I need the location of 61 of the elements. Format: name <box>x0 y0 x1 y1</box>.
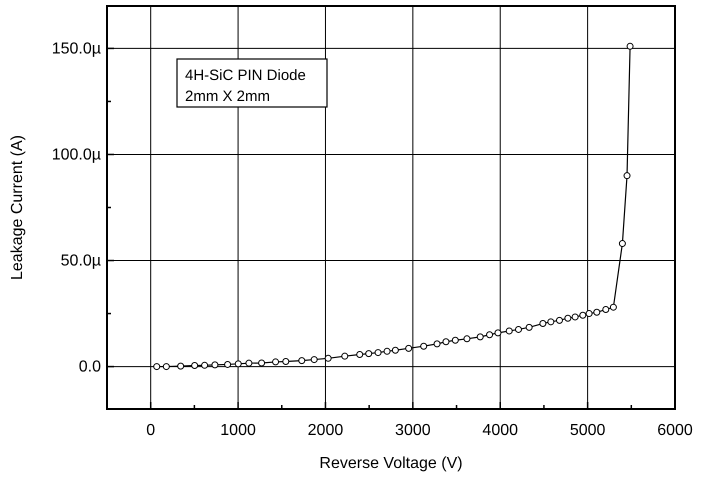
x-tick-label: 5000 <box>570 422 606 439</box>
point <box>191 362 198 370</box>
y-tick-label: 100.0µ <box>52 146 101 164</box>
point <box>245 360 252 367</box>
point <box>324 354 332 362</box>
point <box>384 348 391 355</box>
point <box>547 318 554 326</box>
point <box>586 310 593 318</box>
point <box>365 350 372 358</box>
annotation: 2mm X 2mm <box>185 88 270 105</box>
point <box>564 314 572 322</box>
x-tick-label: 3000 <box>395 422 431 439</box>
point <box>310 356 318 364</box>
point <box>593 308 600 316</box>
point <box>624 172 631 180</box>
y-tick-label: 50.0µ <box>60 252 101 270</box>
point <box>539 320 546 328</box>
point <box>602 306 610 314</box>
point <box>405 344 412 352</box>
point <box>162 363 170 370</box>
x-tick-label: 0 <box>146 422 156 439</box>
point <box>420 342 428 350</box>
point <box>514 326 522 333</box>
x-tick-label: 4000 <box>482 422 518 439</box>
point <box>298 357 306 364</box>
point <box>526 324 533 331</box>
point <box>272 358 280 366</box>
x-axis-title: Reverse Voltage (V) <box>319 455 463 472</box>
point <box>356 350 364 358</box>
point <box>556 316 563 324</box>
point <box>626 42 634 50</box>
y-tick-label: 150.0µ <box>52 40 101 58</box>
x-tick-label: 2000 <box>308 422 344 439</box>
point <box>234 360 242 368</box>
x-tick-label: 6000 <box>657 422 693 439</box>
point <box>201 362 208 369</box>
point <box>442 338 450 346</box>
y-axis-title: Leakage Current (A) <box>9 135 26 280</box>
point <box>282 358 290 365</box>
point <box>258 359 266 366</box>
point <box>572 313 579 320</box>
point <box>494 329 502 336</box>
point <box>463 335 470 342</box>
point <box>476 333 484 340</box>
point <box>374 349 382 356</box>
point <box>341 352 348 360</box>
point <box>224 360 232 368</box>
point <box>177 362 184 370</box>
point <box>153 363 160 370</box>
point <box>486 331 494 338</box>
point <box>392 346 399 354</box>
annotation: 4H-SiC PIN Diode <box>185 67 306 84</box>
point <box>452 336 459 344</box>
point <box>618 240 626 248</box>
point <box>434 340 441 348</box>
point <box>211 361 218 368</box>
point <box>579 312 586 319</box>
x-tick-label: 1000 <box>220 422 256 439</box>
point <box>610 304 617 311</box>
point <box>506 327 513 334</box>
y-tick-label: 0.0 <box>78 358 102 376</box>
